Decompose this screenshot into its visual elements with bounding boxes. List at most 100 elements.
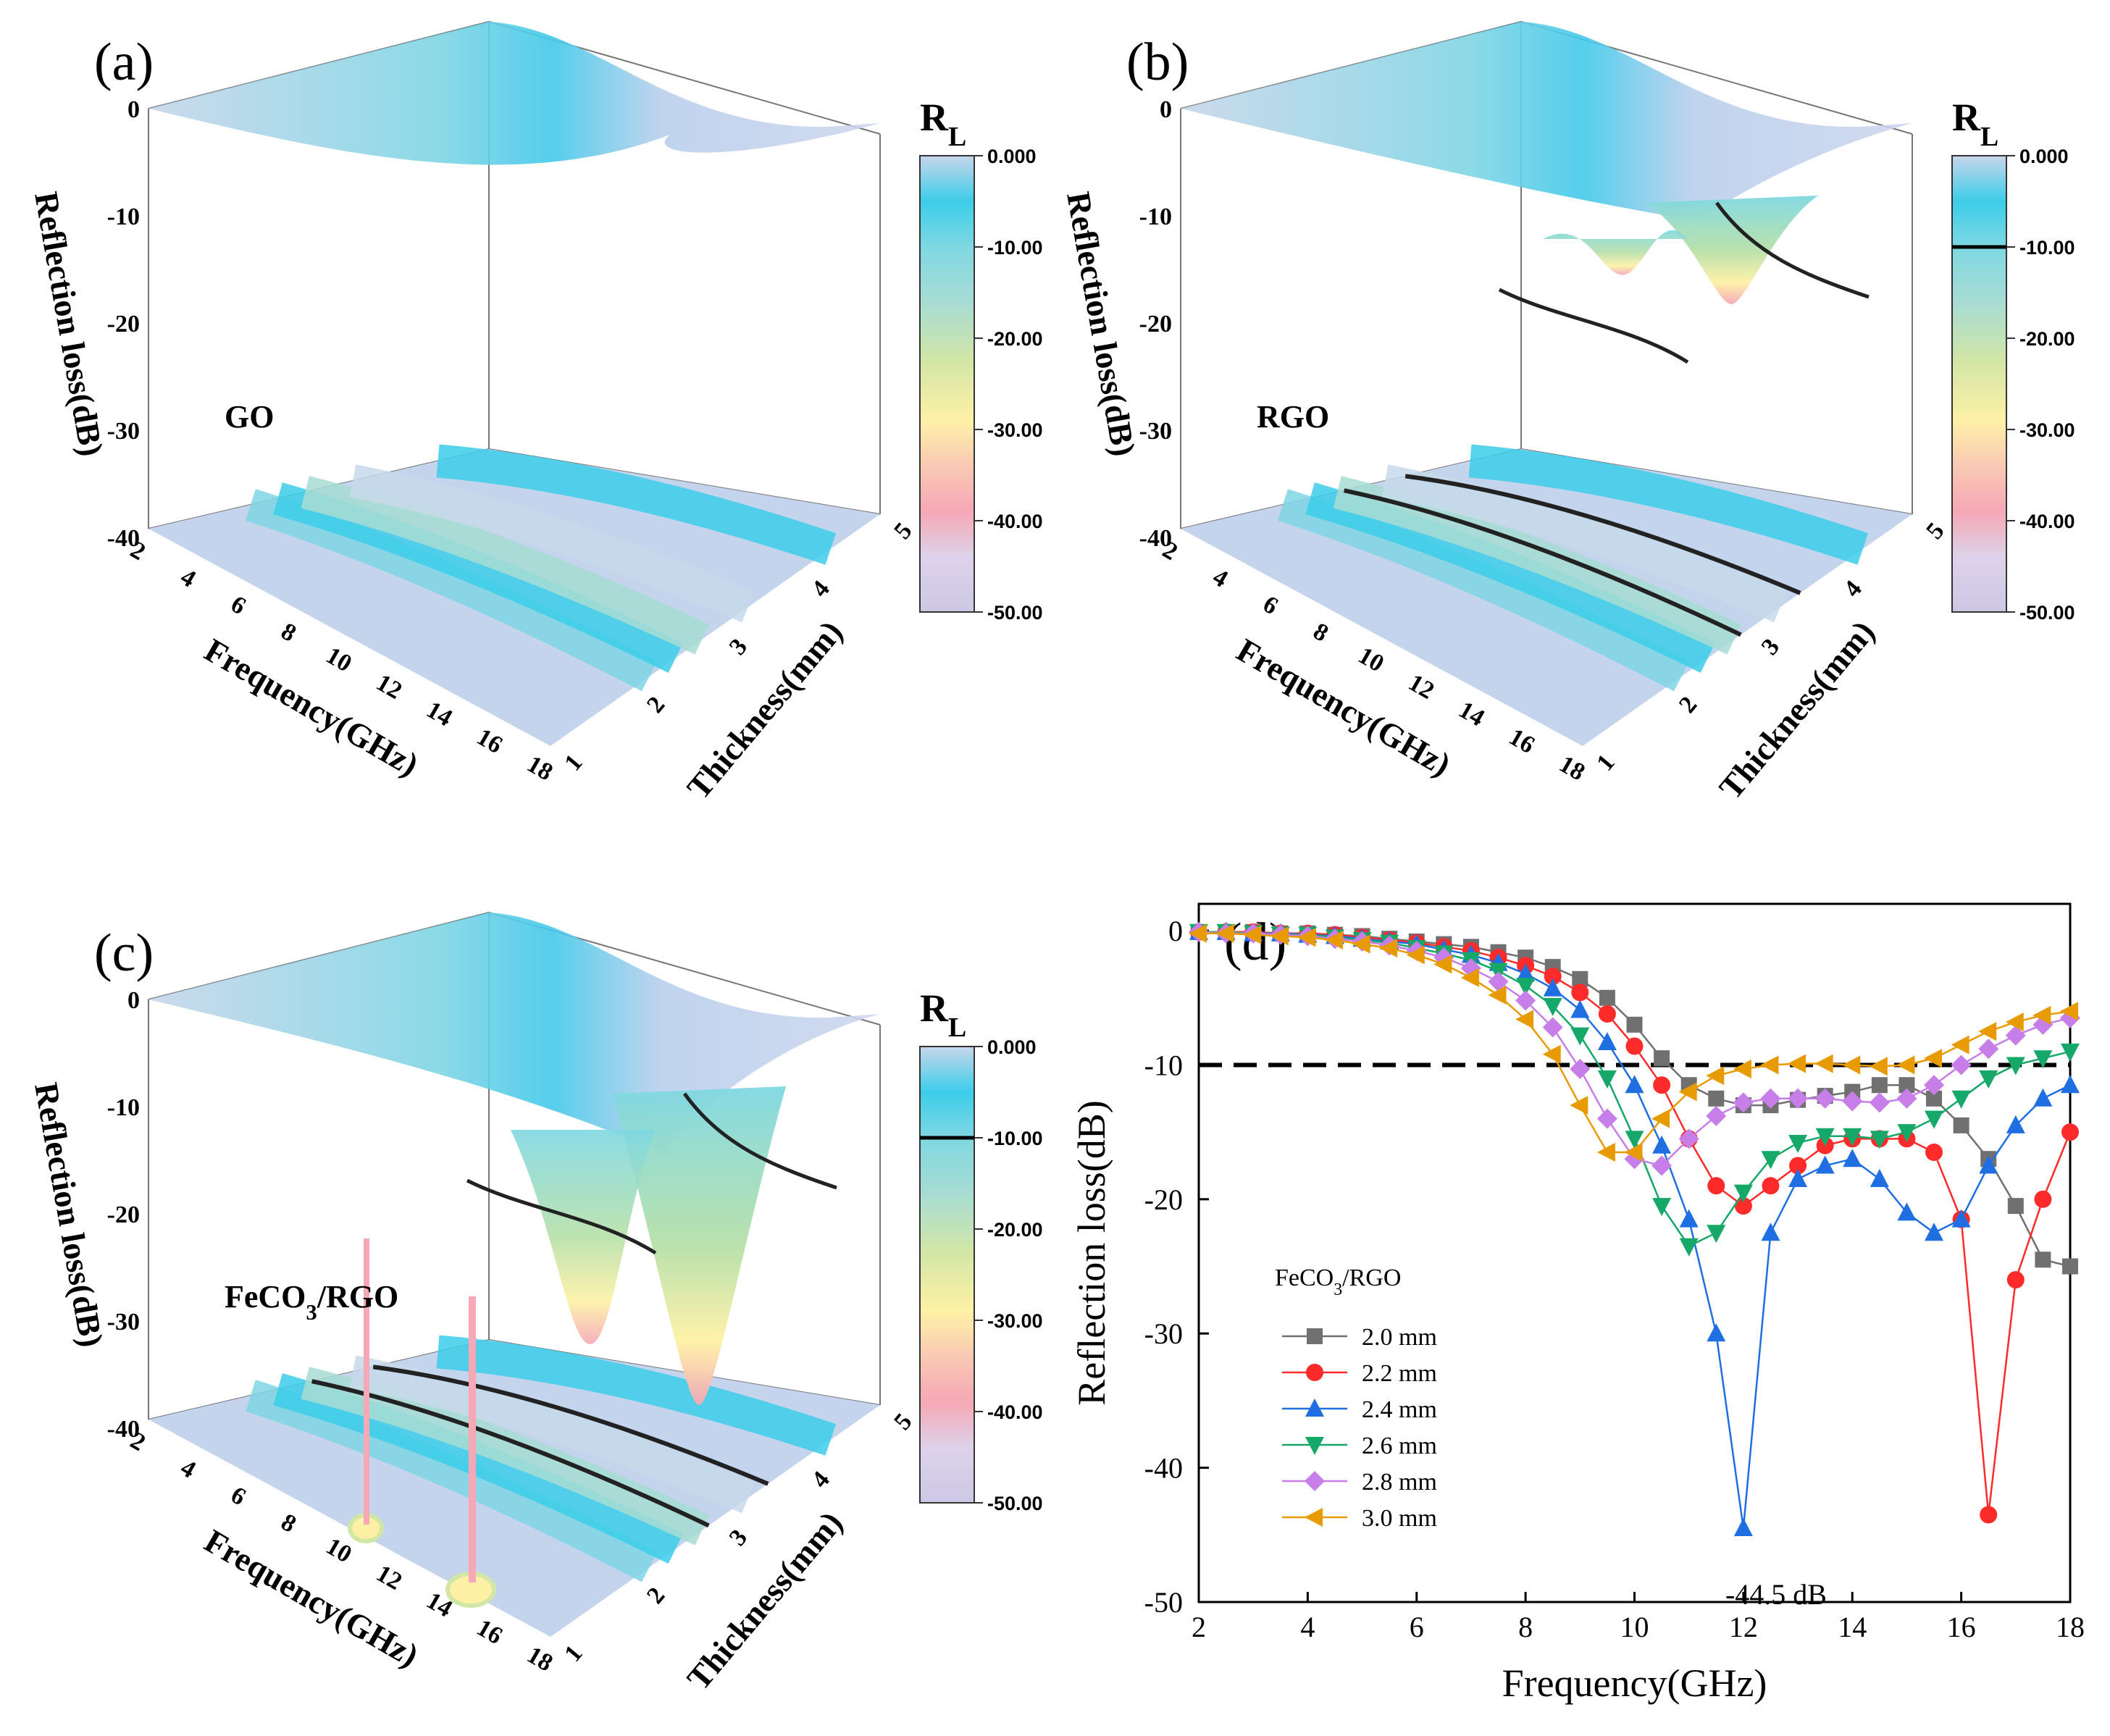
- legend-title: FeCO3/RGO: [1275, 1265, 1401, 1299]
- legend-label: 2.2 mm: [1362, 1360, 1437, 1387]
- floor-band: [436, 1335, 837, 1456]
- x-tick-label: 18: [522, 750, 557, 786]
- data-point: [1815, 1128, 1835, 1146]
- z-tick-label: 0: [127, 96, 140, 123]
- z-tick-label: -20: [1139, 311, 1172, 337]
- x-tick-label: 6: [226, 1482, 250, 1511]
- data-point: [1626, 1016, 1643, 1033]
- legend-label: 2.0 mm: [1362, 1324, 1437, 1351]
- x-tick-label: 4: [1208, 563, 1232, 593]
- data-point: [2006, 1271, 2025, 1289]
- data-point: [1542, 1044, 1561, 1064]
- data-point: [1243, 925, 1262, 944]
- data-point: [1570, 1059, 1591, 1080]
- colorbar-title: RL: [920, 986, 966, 1043]
- x-tick-label: 14: [1454, 696, 1489, 731]
- data-point: [1406, 945, 1425, 965]
- data-point: [1788, 1169, 1808, 1188]
- data-point: [1433, 955, 1452, 974]
- surface-sheet: [1181, 22, 1912, 225]
- colorbar-title: RL: [920, 96, 966, 152]
- data-point: [1979, 1155, 1998, 1174]
- data-point: [1708, 1090, 1725, 1107]
- data-point: [1305, 1471, 1325, 1491]
- data-point: [1652, 1198, 1672, 1217]
- x-tick-label: 12: [372, 669, 406, 705]
- data-point: [1543, 997, 1562, 1016]
- y-tick-label: 3: [724, 1525, 753, 1551]
- data-point: [1842, 1055, 1861, 1075]
- y-tick-label: 3: [1757, 634, 1785, 661]
- legend-label: 3.0 mm: [1362, 1505, 1437, 1532]
- data-point: [1760, 1055, 1779, 1075]
- z-tick-label: -20: [107, 311, 140, 337]
- x-tick-label: 12: [1729, 1611, 1758, 1643]
- data-point: [1761, 1151, 1780, 1170]
- x-tick-label: 14: [422, 696, 457, 731]
- data-point: [1815, 1155, 1835, 1174]
- y-tick-label: -50: [1144, 1586, 1183, 1619]
- floor-band: [1381, 464, 1787, 623]
- colorbar-tick-label: -30.00: [987, 419, 1043, 441]
- data-point: [1924, 1049, 1943, 1068]
- z-tick-label: 0: [1160, 96, 1172, 123]
- data-point: [1761, 1223, 1780, 1241]
- series-3-0-mm: [1189, 923, 2078, 1162]
- data-point: [1572, 970, 1588, 987]
- data-point: [1307, 1328, 1323, 1344]
- x-tick-label: 8: [1309, 618, 1333, 647]
- x-tick-label: 4: [176, 1454, 200, 1484]
- y-tick-label: 5: [889, 518, 917, 545]
- data-point: [1625, 1131, 1644, 1149]
- data-point: [1324, 931, 1343, 950]
- material-label: RGO: [1257, 399, 1329, 435]
- data-point: [2060, 1002, 2078, 1021]
- z-tick-label: -10: [1139, 204, 1172, 230]
- y-tick-label: -20: [1144, 1183, 1183, 1216]
- data-point: [1951, 1090, 1971, 1109]
- y-axis-title: Reflection loss(dB): [1070, 1100, 1113, 1405]
- x-tick-label: 4: [176, 563, 200, 593]
- colorbar-tick-label: -10.00: [987, 237, 1043, 259]
- data-point: [2032, 1005, 2051, 1025]
- data-point: [1707, 1177, 1725, 1195]
- colorbar-tick-label: -40.00: [2019, 511, 2075, 532]
- data-point: [1570, 1027, 1590, 1046]
- data-point: [1896, 1055, 1915, 1075]
- surface-contour-line: [1498, 288, 1689, 364]
- x-tick-label: 12: [1404, 669, 1439, 705]
- y-tick-label: 2: [642, 1582, 670, 1609]
- data-point: [1788, 1054, 1807, 1073]
- colorbar-tick-label: -40.00: [987, 1401, 1043, 1423]
- colorbar-tick-label: -30.00: [2019, 419, 2075, 441]
- x-tick-label: 8: [277, 1509, 301, 1538]
- z-tick-label: -30: [1139, 418, 1172, 445]
- data-point: [2061, 1043, 2080, 1062]
- panel-d: (d) 2 4 6 8 10 12 14 16 18 0 -10 -20 -30 -40 -50 Frequen…: [1070, 902, 2085, 1705]
- colorbar-tick-label: -10.00: [2019, 237, 2075, 259]
- material-label: FeCO3/RGO: [225, 1279, 398, 1325]
- data-point: [1843, 1128, 1862, 1146]
- data-point: [2007, 1198, 2024, 1215]
- data-point: [1306, 1364, 1323, 1381]
- data-point: [1706, 1066, 1725, 1086]
- data-point: [1515, 1010, 1534, 1029]
- floor-band: [1333, 476, 1742, 655]
- colorbar-tick-label: -20.00: [987, 328, 1043, 350]
- data-point: [1925, 1110, 1944, 1129]
- data-point: [1352, 934, 1370, 954]
- colorbar: [1951, 155, 2007, 613]
- legend-label: 2.6 mm: [1362, 1433, 1437, 1459]
- data-point: [1733, 1184, 1753, 1203]
- data-point: [1516, 978, 1536, 997]
- x-tick-label: 18: [2056, 1611, 2085, 1643]
- y-tick-label: 1: [559, 1640, 587, 1667]
- colorbar-tick-label: -50.00: [987, 602, 1043, 624]
- surface-sheet: [148, 22, 880, 165]
- data-point: [1542, 1017, 1563, 1038]
- data-point: [1598, 1005, 1616, 1023]
- colorbar-tick-label: -20.00: [2019, 328, 2075, 350]
- x-tick-label: 4: [1300, 1611, 1315, 1643]
- data-point: [1788, 1088, 1809, 1109]
